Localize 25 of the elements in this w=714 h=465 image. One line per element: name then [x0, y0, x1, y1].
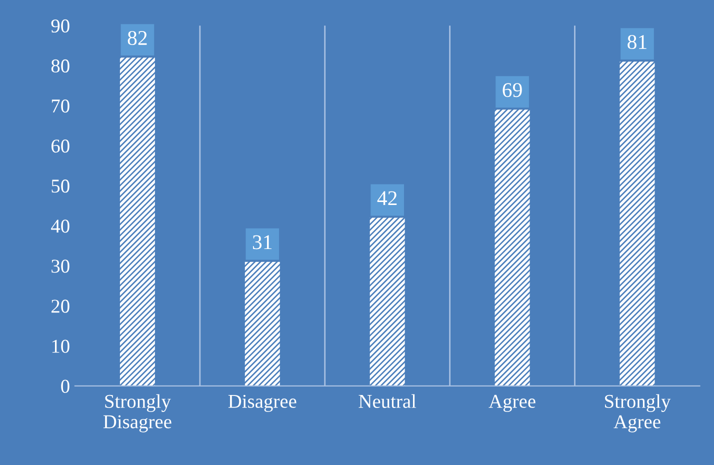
y-tick-label: 60 [52, 140, 70, 153]
data-label: 31 [252, 235, 272, 250]
x-tick-label: Disagree [228, 394, 296, 412]
data-label: 82 [128, 30, 147, 46]
bar [494, 110, 530, 386]
x-tick-label: Neutral [358, 394, 416, 408]
y-tick-label: 30 [52, 260, 70, 273]
y-tick-label: 40 [51, 220, 70, 233]
data-label: 81 [628, 34, 646, 50]
x-tick-label: Strongly Agree [605, 394, 671, 432]
bar [120, 58, 155, 386]
bar [620, 62, 655, 386]
y-tick-label: 50 [52, 180, 70, 193]
bar [370, 218, 405, 386]
y-tick-label: 0 [61, 380, 70, 393]
bar [244, 262, 280, 386]
y-tick-label: 70 [52, 99, 70, 113]
data-label: 42 [377, 191, 397, 206]
y-tick-label: 80 [51, 59, 70, 73]
x-tick-label: Agree [488, 394, 536, 412]
y-tick-label: 90 [51, 19, 70, 33]
x-tick-label: Strongly Disagree [103, 394, 172, 432]
y-tick-label: 20 [52, 300, 70, 313]
data-label: 69 [502, 83, 522, 98]
y-tick-label: 10 [52, 340, 70, 353]
